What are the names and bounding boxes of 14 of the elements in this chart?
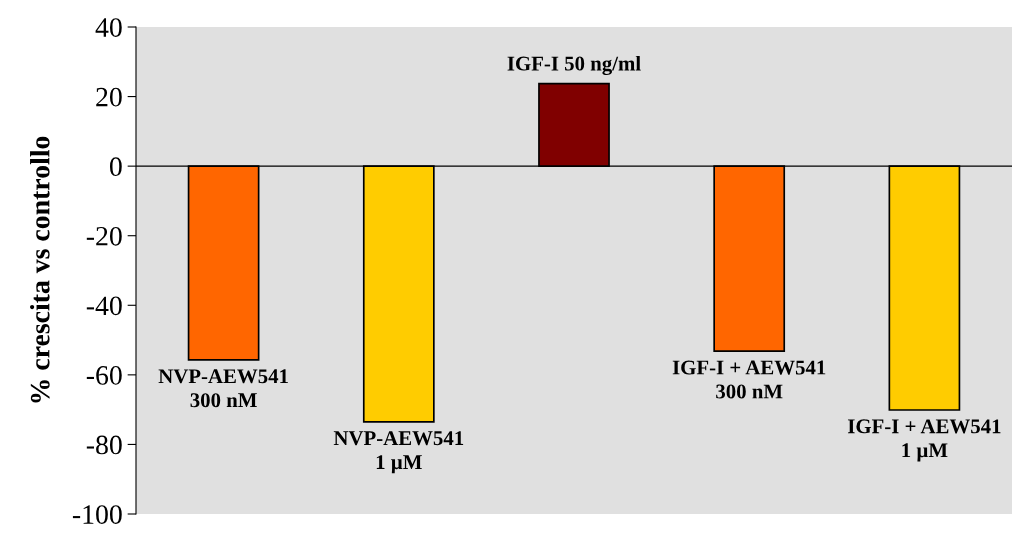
y-tick-label: 20	[96, 87, 122, 107]
x-tick-label: IGF-I + AEW541 300 nM	[672, 360, 826, 399]
x-tick-label: NVP-AEW541 300 nM	[158, 369, 288, 408]
y-tick-label: 40	[95, 18, 122, 37]
y-tick-label: -20	[86, 226, 122, 246]
y-tick-label: 0	[109, 157, 122, 177]
x-tick-label: NVP-AEW541 1 µM	[333, 431, 464, 474]
x-tick-label: IGF-I + AEW541 1 µM	[847, 419, 1001, 462]
y-tick-label: -60	[86, 366, 122, 385]
y-tick-label: -40	[86, 296, 122, 316]
x-tick-label: IGF-I 50 ng/ml	[507, 55, 641, 75]
y-tick-label: -80	[86, 435, 122, 455]
y-tick-label: -100	[72, 505, 122, 524]
y-axis-title: % crescita vs controllo	[30, 136, 50, 403]
